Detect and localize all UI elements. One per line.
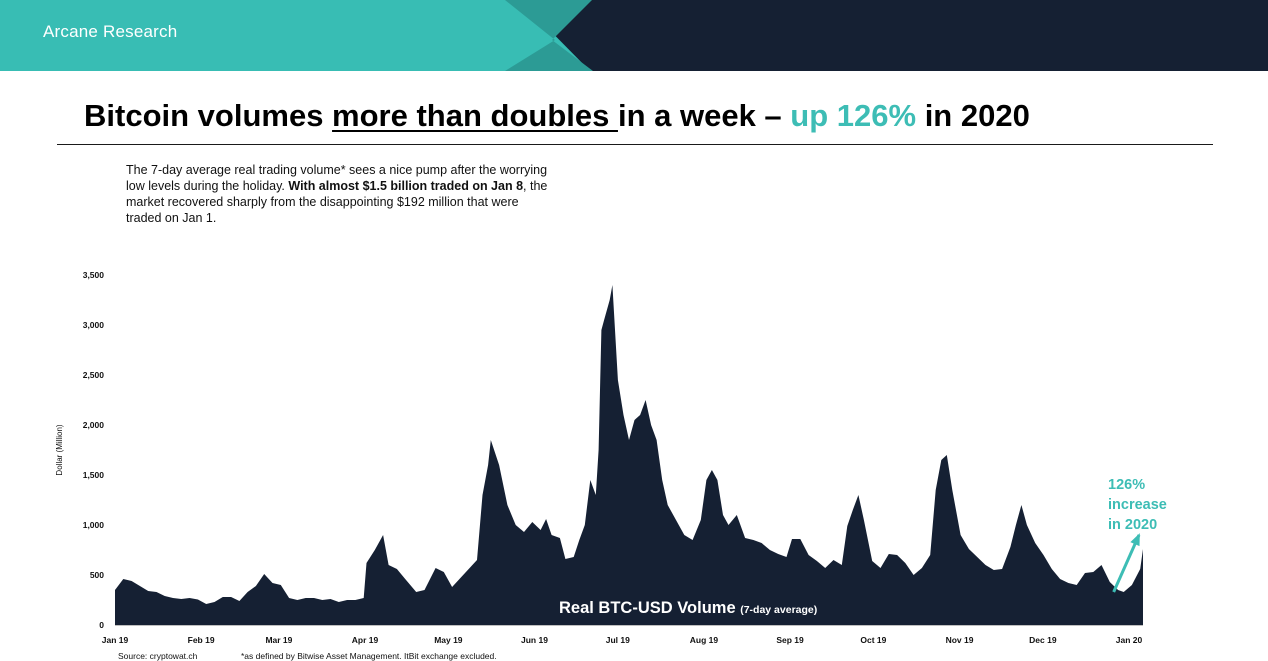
y-tick-label: 500: [90, 570, 104, 580]
chart-title: Real BTC-USD Volume (7-day average): [559, 599, 817, 617]
x-tick-label: Jan 20: [1116, 635, 1143, 645]
x-tick-label: Oct 19: [860, 635, 886, 645]
description-text-2: , the market recovered sharply from the …: [126, 179, 548, 225]
y-tick-label: 2,000: [83, 420, 105, 430]
brand-name: Arcane Research: [43, 22, 178, 41]
definition-footnote: *as defined by Bitwise Asset Management.…: [241, 651, 497, 661]
chart-title-main: Real BTC-USD Volume: [559, 599, 740, 617]
page-title: Bitcoin volumes more than doubles in a w…: [84, 98, 1030, 134]
title-divider: [57, 144, 1213, 145]
volume-chart: 0 500 1,000 1,500 2,000 2,500 3,000 3,500 Jan 19…: [55, 270, 1167, 645]
x-tick-label: Jun 19: [521, 635, 548, 645]
y-tick-label: 1,000: [83, 520, 105, 530]
y-tick-label: 0: [99, 620, 104, 630]
x-tick-label: Apr 19: [352, 635, 379, 645]
x-tick-label: Sep 19: [776, 635, 804, 645]
y-tick-label: 3,500: [83, 270, 105, 280]
y-axis-label: Dollar (Million): [55, 424, 64, 475]
title-part-5: in 2020: [916, 98, 1030, 133]
description-bold: With almost $1.5 billion traded on Jan 8: [288, 179, 524, 193]
description-text: The 7-day average real trading volume* s…: [126, 162, 556, 226]
annotation-arrow-line: [1112, 534, 1141, 593]
source-footnote: Source: cryptowat.ch: [118, 651, 198, 661]
chart-subtitle: (7-day average): [740, 604, 817, 616]
header-teal-accent: [505, 0, 593, 71]
header-teal-band: [0, 0, 590, 71]
title-part-1: Bitcoin volumes: [84, 98, 333, 133]
annotation-text: in 2020: [1108, 517, 1157, 533]
chart-layer: 0 500 1,000 1,500 2,000 2,500 3,000 3,500 Jan 19…: [55, 270, 1167, 645]
title-underlined-part: more than doubles: [332, 98, 618, 133]
x-tick-label: Dec 19: [1029, 635, 1057, 645]
title-highlight: up 126%: [790, 98, 917, 133]
annotation-text: 126%: [1108, 477, 1145, 493]
x-tick-label: Feb 19: [188, 635, 215, 645]
x-tick-label: Mar 19: [265, 635, 292, 645]
y-tick-label: 3,000: [83, 320, 105, 330]
y-tick-label: 1,500: [83, 470, 105, 480]
title-part-3: in a week –: [617, 98, 791, 133]
x-tick-label: Jul 19: [606, 635, 630, 645]
annotation-text: increase: [1108, 497, 1167, 513]
y-tick-label: 2,500: [83, 370, 105, 380]
description-text-1: The 7-day average real trading volume* s…: [126, 163, 548, 193]
x-tick-label: Nov 19: [946, 635, 974, 645]
x-tick-label: Aug 19: [690, 635, 719, 645]
annotation-arrow-head: [1130, 533, 1140, 547]
header-banner: [0, 0, 1268, 71]
x-tick-label: May 19: [434, 635, 463, 645]
x-tick-label: Jan 19: [102, 635, 129, 645]
volume-area: [115, 285, 1143, 625]
